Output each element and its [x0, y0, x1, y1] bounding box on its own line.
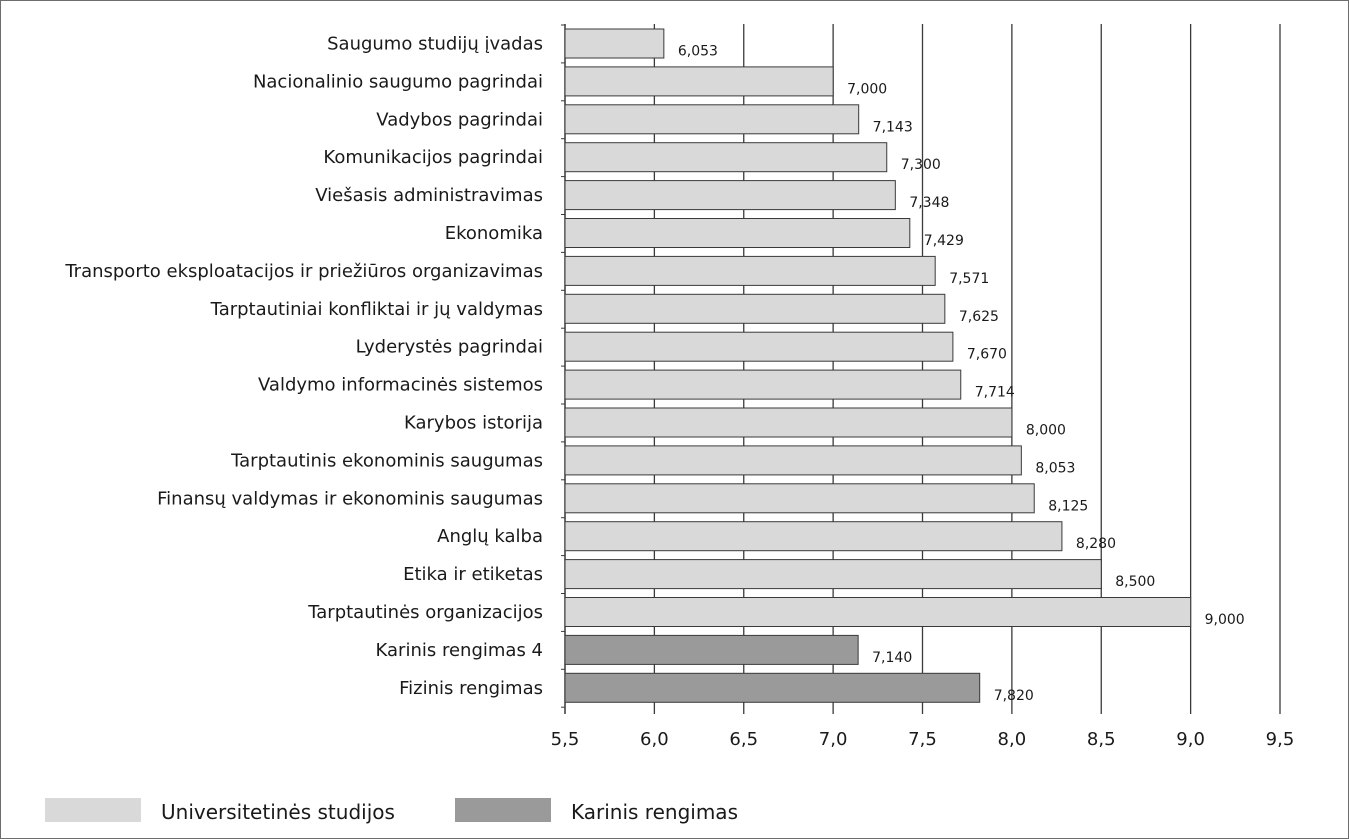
x-tick-label: 6,5	[729, 729, 758, 750]
bar-university	[564, 142, 888, 173]
bar-university	[564, 180, 896, 211]
category-label: Anglų kalba	[437, 526, 543, 547]
value-label: 7,571	[949, 271, 989, 287]
x-tick-label: 9,5	[1266, 729, 1295, 750]
bar-university	[564, 483, 1035, 514]
bar-military	[564, 634, 859, 665]
value-label: 7,000	[847, 81, 887, 97]
bar-university	[564, 559, 1102, 590]
category-label: Lyderystės pagrindai	[356, 337, 543, 358]
category-label: Valdymo informacinės sistemos	[258, 375, 543, 396]
category-label: Fizinis rengimas	[399, 678, 543, 699]
value-label: 7,820	[994, 688, 1034, 704]
category-label: Nacionalinio saugumo pagrindai	[253, 71, 543, 92]
category-label: Viešasis administravimas	[315, 185, 543, 206]
category-label: Karinis rengimas 4	[376, 640, 543, 661]
category-label: Komunikacijos pagrindai	[323, 147, 543, 168]
category-label: Karybos istorija	[404, 413, 543, 434]
value-label: 7,140	[872, 650, 912, 666]
value-label: 7,300	[901, 157, 941, 173]
value-label: 7,143	[873, 119, 913, 135]
legend-label: Universitetinės studijos	[161, 800, 395, 824]
category-label: Etika ir etiketas	[403, 564, 543, 585]
category-label: Transporto eksploatacijos ir priežiūros …	[64, 261, 543, 282]
value-label: 7,714	[975, 385, 1015, 401]
category-label: Tarptautinis ekonominis saugumas	[230, 450, 543, 471]
x-tick-label: 6,0	[640, 729, 669, 750]
value-label: 7,670	[967, 347, 1007, 363]
bar-university	[564, 255, 936, 286]
value-label: 6,053	[678, 44, 718, 60]
bar-university	[564, 104, 860, 135]
category-label: Finansų valdymas ir ekonominis saugumas	[157, 488, 543, 509]
legend-swatch	[455, 798, 551, 822]
x-tick-label: 8,5	[1087, 729, 1116, 750]
legend-swatch	[45, 798, 141, 822]
value-label: 8,500	[1115, 574, 1155, 590]
bar-university	[564, 218, 911, 248]
value-label: 7,429	[924, 233, 964, 249]
bar-university	[564, 521, 1063, 552]
value-label: 8,000	[1026, 423, 1066, 439]
x-tick-label: 5,5	[551, 729, 580, 750]
value-label: 8,053	[1035, 460, 1075, 476]
bar-university	[564, 407, 1013, 438]
x-tick-label: 9,0	[1176, 729, 1205, 750]
x-tick-label: 8,0	[998, 729, 1027, 750]
category-label: Tarptautinės organizacijos	[307, 602, 543, 623]
x-tick-label: 7,5	[908, 729, 937, 750]
value-label: 8,280	[1076, 536, 1116, 552]
category-label: Saugumo studijų įvadas	[327, 34, 543, 55]
category-label: Tarptautiniai konfliktai ir jų valdymas	[210, 299, 543, 320]
bar-university	[564, 28, 665, 59]
value-label: 7,348	[909, 195, 949, 211]
bar-university	[564, 445, 1022, 476]
bar-university	[564, 331, 954, 362]
category-label: Ekonomika	[445, 223, 543, 244]
bar-university	[564, 369, 962, 400]
x-tick-label: 7,0	[819, 729, 848, 750]
category-label: Vadybos pagrindai	[376, 109, 543, 130]
bar-university	[564, 597, 1192, 627]
bar-university	[564, 66, 834, 97]
bar-military	[564, 672, 981, 703]
value-label: 8,125	[1048, 498, 1088, 514]
value-label: 9,000	[1205, 612, 1245, 628]
bar-university	[564, 293, 946, 324]
legend-label: Karinis rengimas	[571, 800, 738, 824]
value-label: 7,625	[959, 309, 999, 325]
